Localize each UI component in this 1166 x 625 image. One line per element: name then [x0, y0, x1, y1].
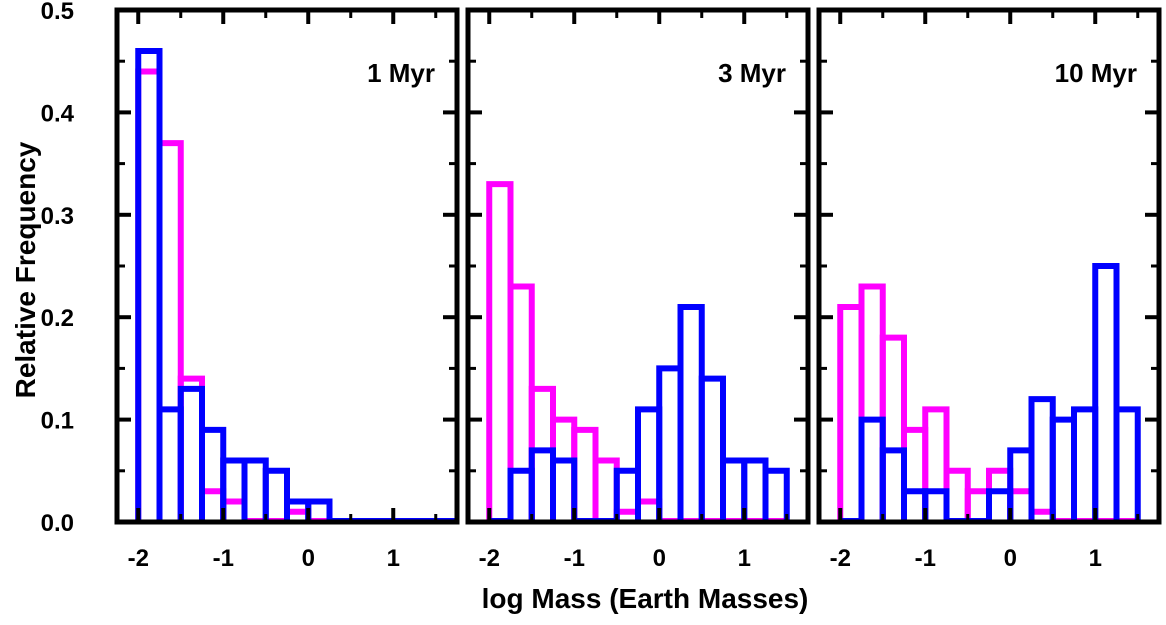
histogram-bar	[507, 467, 535, 522]
histogram-bar	[241, 457, 269, 522]
histogram-bar	[922, 488, 950, 522]
histogram-bar	[592, 457, 620, 522]
histogram-bar	[922, 406, 950, 522]
histogram-bar	[135, 47, 163, 522]
histogram-bar	[1049, 416, 1077, 522]
x-tick-label: 1	[387, 545, 400, 572]
histogram-bar	[837, 303, 865, 522]
y-tick-label: 0.1	[41, 408, 74, 435]
histogram-bar	[858, 283, 886, 522]
histogram-bar	[656, 365, 684, 522]
series-1-bars	[135, 68, 457, 524]
histogram-bar	[550, 457, 578, 522]
x-tick-label: -2	[830, 545, 851, 572]
histogram-bar	[762, 467, 790, 522]
histogram-bar	[720, 457, 748, 522]
histogram-bar	[156, 406, 184, 522]
x-tick-label: 0	[653, 545, 666, 572]
y-tick-label: 0.2	[41, 305, 74, 332]
x-tick-label: -1	[213, 545, 234, 572]
series-2-bars	[135, 47, 457, 524]
x-tick-label: 0	[1004, 545, 1017, 572]
panel-title: 3 Myr	[718, 58, 786, 88]
histogram-bar	[901, 426, 929, 522]
histogram-bar	[943, 467, 971, 522]
series-2-bars	[840, 263, 1141, 524]
x-axis-title: log Mass (Earth Masses)	[482, 583, 809, 614]
y-axis-title: Relative Frequency	[10, 141, 41, 398]
panel-1: 0.0 0.1 0.2 0.3 0.4 0.5 -2 -1 0 1 1 Myr	[41, 0, 460, 572]
x-tick-label: 0	[302, 545, 315, 572]
histogram-bar	[220, 498, 248, 522]
histogram-bar	[1071, 406, 1099, 522]
panel-2: -2 -1 0 1 3 Myr	[465, 7, 811, 572]
histogram-bar	[135, 68, 163, 522]
histogram-bar	[177, 375, 205, 522]
histogram-bar	[528, 385, 556, 522]
histogram-bar	[1113, 406, 1141, 522]
panel-title: 10 Myr	[1055, 58, 1137, 88]
histogram-bar	[199, 488, 227, 522]
histogram-bar	[879, 334, 907, 522]
x-tick-label: 1	[738, 545, 751, 572]
histogram-bar	[528, 447, 556, 522]
y-tick-label: 0.4	[41, 100, 75, 127]
histogram-bar	[879, 447, 907, 522]
panel-3: -2 -1 0 1 10 Myr	[816, 7, 1162, 572]
histogram-bar	[220, 457, 248, 522]
histogram-bar	[1092, 263, 1120, 522]
y-tick-label: 0.0	[41, 510, 74, 537]
x-tick-label: -2	[128, 545, 149, 572]
histogram-bar	[199, 426, 227, 522]
x-tick-label: -2	[479, 545, 500, 572]
x-tick-label: -1	[564, 545, 585, 572]
histogram-bar	[741, 457, 769, 522]
histogram-bar	[1028, 396, 1056, 522]
x-tick-label: 1	[1089, 545, 1102, 572]
histogram-bar	[177, 385, 205, 522]
histogram-bar	[571, 426, 599, 522]
panels-group: 0.0 0.1 0.2 0.3 0.4 0.5 -2 -1 0 1 1 Myr -2 -1 0 1 3 Myr…	[41, 0, 1162, 572]
histogram-bar	[901, 488, 929, 522]
histogram-bar	[1007, 447, 1035, 522]
histogram-bar	[698, 375, 726, 522]
panel-title: 1 Myr	[367, 58, 435, 88]
y-tick-label: 0.5	[41, 0, 74, 25]
histogram-bar	[507, 283, 535, 522]
histogram-bar	[550, 416, 578, 522]
histogram-bar	[262, 467, 290, 522]
histogram-bar	[858, 416, 886, 522]
histogram-bar	[635, 406, 663, 522]
y-tick-label: 0.3	[41, 203, 74, 230]
histogram-bar	[986, 467, 1014, 522]
x-tick-label: -1	[915, 545, 936, 572]
histogram-bar	[986, 488, 1014, 522]
histogram-bar	[677, 303, 705, 522]
histogram-bar	[156, 140, 184, 522]
series-2-bars	[489, 303, 790, 524]
histogram-bar	[486, 181, 514, 522]
histogram-bar	[964, 488, 992, 522]
histogram-bar	[635, 498, 663, 522]
histogram-bar	[1007, 488, 1035, 522]
